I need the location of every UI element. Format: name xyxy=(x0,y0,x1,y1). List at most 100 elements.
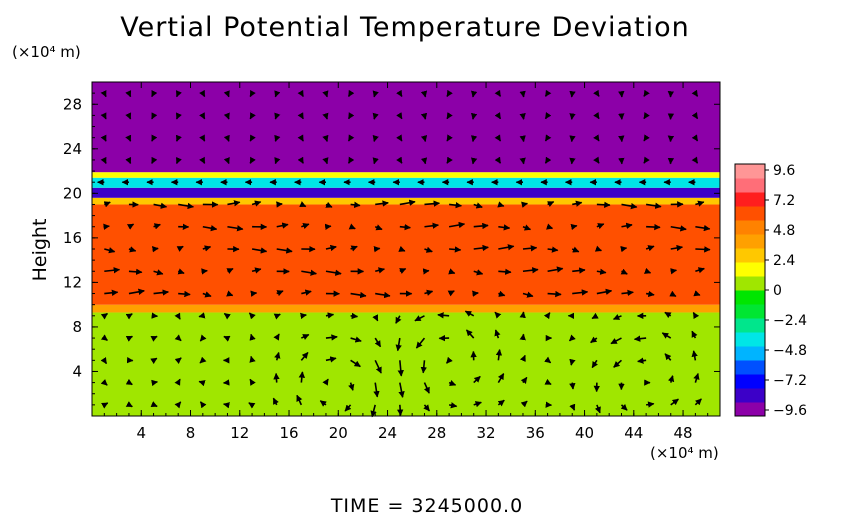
wind-vector xyxy=(446,112,453,120)
wind-vector xyxy=(375,200,389,207)
x-tick-label: 44 xyxy=(624,424,643,442)
colorbar-label: 9.6 xyxy=(773,163,795,179)
heatmap-layers xyxy=(92,82,720,416)
wind-vector xyxy=(670,244,683,252)
heatmap-layer xyxy=(92,304,720,313)
wind-vector xyxy=(448,379,457,386)
wind-vector xyxy=(175,90,182,98)
wind-vector xyxy=(572,200,583,207)
wind-vector xyxy=(174,357,182,365)
heatmap-layer xyxy=(92,82,720,173)
wind-vector xyxy=(695,246,711,253)
wind-vector xyxy=(471,90,478,98)
wind-vector xyxy=(126,223,135,230)
y-tick-label: 4 xyxy=(72,362,82,380)
wind-vector xyxy=(596,223,605,230)
wind-vector xyxy=(420,112,428,120)
wind-vector xyxy=(301,222,310,230)
wind-vector xyxy=(372,157,379,165)
wind-vector xyxy=(473,244,489,252)
wind-vector xyxy=(423,382,430,394)
wind-vector xyxy=(299,201,307,208)
wind-vector xyxy=(151,112,158,120)
wind-vector xyxy=(347,89,355,97)
wind-vector xyxy=(374,337,382,348)
wind-vector xyxy=(464,310,475,317)
wind-vector xyxy=(596,288,613,295)
wind-vector xyxy=(544,156,552,164)
wind-vector xyxy=(695,200,705,207)
wind-vector xyxy=(249,112,256,120)
wind-vector xyxy=(273,313,281,320)
colorbar-swatch xyxy=(735,290,765,305)
wind-vector xyxy=(174,378,181,386)
wind-vector xyxy=(347,112,355,120)
wind-vector xyxy=(544,89,552,97)
wind-vector xyxy=(473,401,482,408)
y-tick-label: 28 xyxy=(63,95,82,113)
wind-vector xyxy=(396,156,403,164)
wind-vector xyxy=(201,268,208,275)
wind-vector xyxy=(646,223,661,231)
wind-vector xyxy=(298,371,306,383)
wind-vector xyxy=(399,267,407,274)
wind-vector xyxy=(591,312,599,320)
wind-vector xyxy=(297,112,304,120)
heatmap-layer xyxy=(92,204,720,305)
wind-vector xyxy=(348,223,356,230)
wind-vector xyxy=(199,356,207,364)
wind-vector xyxy=(544,356,552,364)
y-tick-label: 8 xyxy=(72,318,82,336)
wind-vector xyxy=(248,402,256,409)
wind-vector xyxy=(593,156,600,164)
wind-vector xyxy=(497,201,505,208)
wind-vector xyxy=(100,134,107,142)
wind-vector xyxy=(471,112,478,120)
wind-vector xyxy=(125,313,133,320)
wind-vector xyxy=(177,268,185,275)
wind-vector xyxy=(547,266,564,273)
wind-vector xyxy=(125,134,132,142)
wind-vector xyxy=(424,222,439,229)
wind-vector xyxy=(520,400,528,408)
wind-vector xyxy=(415,337,426,349)
colorbar-swatch xyxy=(735,248,765,263)
wind-vector xyxy=(473,269,484,276)
heatmap-layer xyxy=(92,172,720,178)
wind-vector xyxy=(612,313,622,320)
wind-vector xyxy=(661,332,672,339)
x-tick-label: 4 xyxy=(136,424,146,442)
wind-vector xyxy=(296,394,303,406)
wind-vector xyxy=(544,134,552,142)
x-axis-unit: (×10⁴ m) xyxy=(650,444,719,462)
chart-title: Vertial Potential Temperature Deviation xyxy=(120,12,690,43)
wind-vector xyxy=(420,135,428,143)
wind-vector xyxy=(199,401,207,409)
wind-vector xyxy=(646,202,662,209)
colorbar-swatch xyxy=(735,346,765,361)
wind-vector xyxy=(668,375,675,383)
colorbar-label: 2.4 xyxy=(773,253,795,269)
wind-vector xyxy=(223,402,230,409)
x-tick-label: 28 xyxy=(427,424,446,442)
wind-vector xyxy=(637,357,647,364)
heatmap-layer xyxy=(92,177,720,188)
wind-vector xyxy=(174,401,182,409)
x-tick-label: 16 xyxy=(279,424,298,442)
wind-vector xyxy=(372,314,379,322)
x-tick-label: 40 xyxy=(575,424,594,442)
colorbar-label: 4.8 xyxy=(773,223,795,239)
x-tick-label: 8 xyxy=(186,424,196,442)
wind-vector xyxy=(350,291,367,299)
wind-vector xyxy=(100,156,107,164)
colorbar-swatch xyxy=(735,262,765,277)
wind-vector xyxy=(396,89,403,97)
wind-vector xyxy=(373,382,380,398)
wind-vector xyxy=(572,289,589,296)
colorbar-swatch xyxy=(735,164,765,179)
wind-vector xyxy=(319,400,327,407)
wind-vector xyxy=(664,353,672,361)
wind-vector xyxy=(325,356,337,363)
x-tick-label: 24 xyxy=(378,424,397,442)
wind-vector xyxy=(373,245,381,253)
